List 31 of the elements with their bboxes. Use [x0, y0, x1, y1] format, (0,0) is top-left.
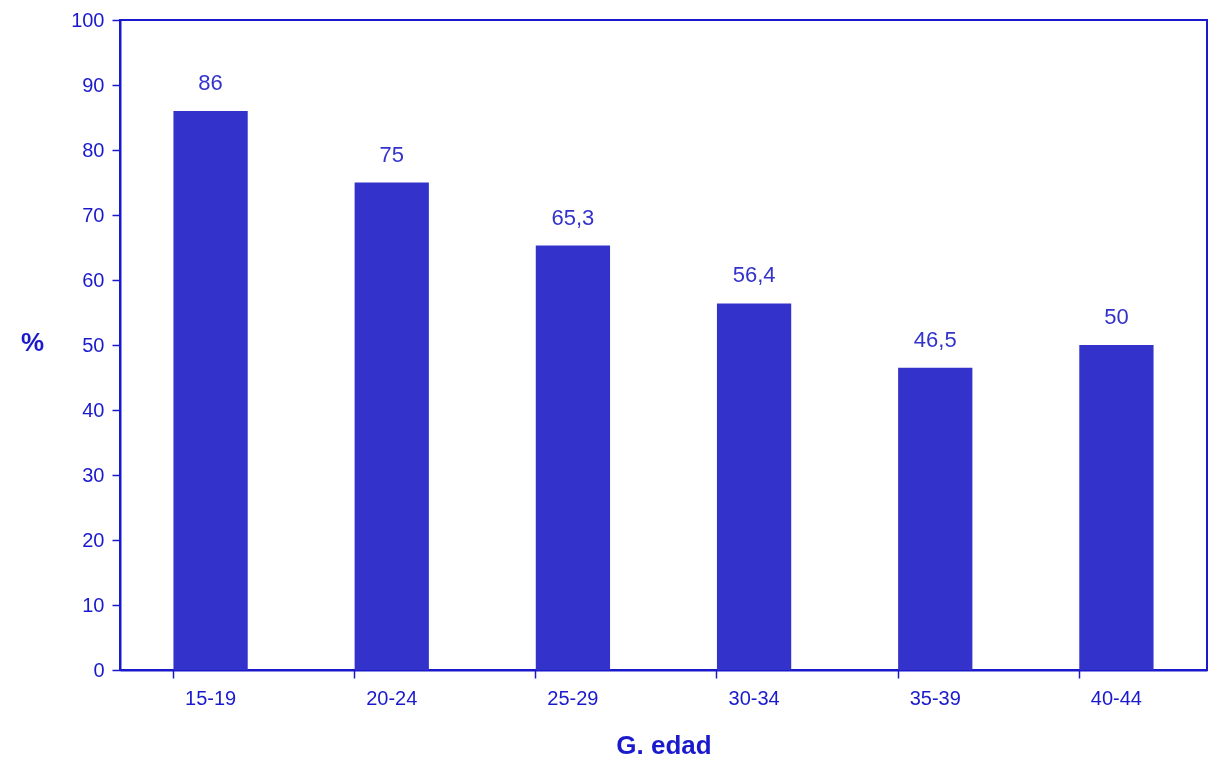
y-tick-label: 100	[71, 8, 105, 31]
bar	[354, 182, 429, 670]
x-tick-label: 40-44	[1090, 686, 1142, 709]
y-tick-label: 80	[82, 138, 105, 161]
bar	[716, 303, 792, 670]
data-label: 86	[198, 70, 223, 95]
data-label: 65,3	[551, 204, 595, 230]
x-tick-label: 35-39	[909, 686, 961, 709]
y-tick-label: 50	[82, 333, 105, 356]
y-tick-label: 40	[82, 398, 105, 421]
bar	[173, 111, 248, 670]
y-tick-label: 20	[82, 528, 105, 551]
x-tick-label: 25-29	[547, 686, 599, 709]
y-tick-label: 70	[82, 203, 105, 226]
y-tick-label: 60	[82, 268, 105, 291]
y-tick-label: 10	[82, 593, 105, 616]
data-label: 50	[1104, 304, 1129, 329]
y-tick-label: 0	[93, 658, 105, 681]
data-label: 75	[379, 141, 404, 167]
bar	[898, 367, 973, 670]
y-tick-label: 30	[82, 463, 105, 486]
bar	[1079, 345, 1154, 670]
x-tick-label: 30-34	[728, 686, 780, 709]
data-label: 46,5	[913, 326, 957, 352]
x-tick-label: 15-19	[185, 686, 237, 709]
x-axis-title: G. edad	[616, 729, 712, 760]
data-label: 56,4	[732, 262, 776, 288]
y-axis-title: %	[20, 326, 45, 357]
x-tick-label: 20-24	[366, 686, 418, 709]
y-tick-label: 90	[82, 73, 105, 96]
bar	[535, 245, 611, 670]
